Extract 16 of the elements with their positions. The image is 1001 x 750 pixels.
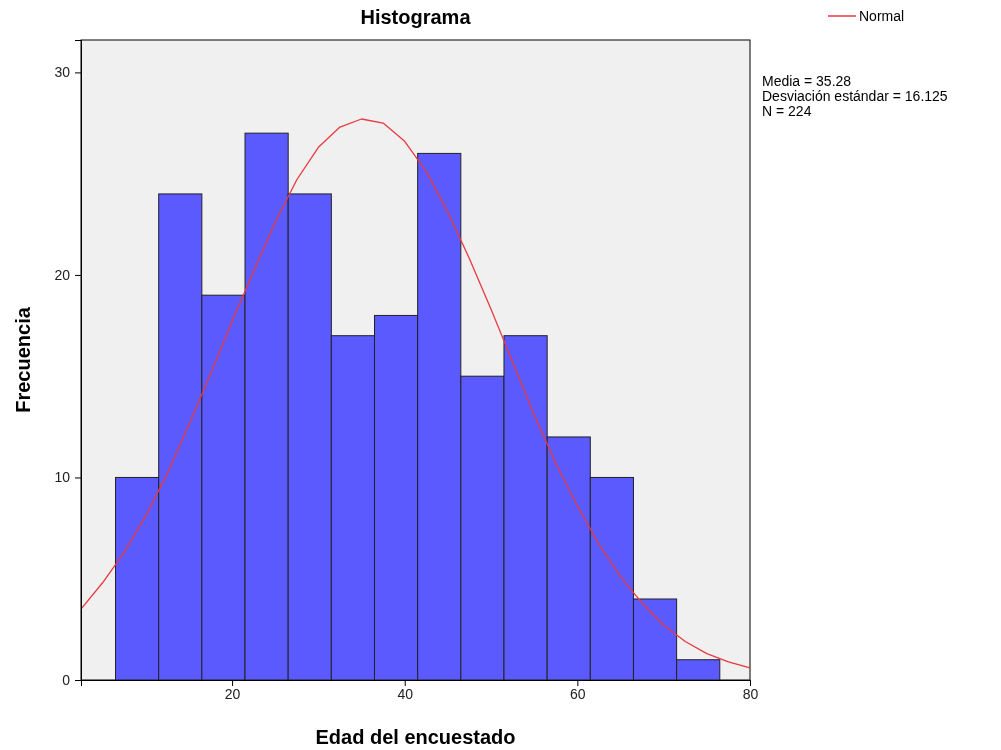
text: N = 224: [762, 103, 812, 119]
x-tick-label: 20: [224, 685, 241, 702]
text: Media = 35.28: [762, 73, 852, 89]
y-tick-label: 20: [54, 266, 71, 283]
x-axis-title: Edad del encuestado: [315, 726, 516, 748]
line-series: [80, 118, 751, 669]
legend-label: Normal: [859, 8, 905, 24]
x-tick-label: 60: [570, 685, 586, 702]
x-tick-label: 80: [742, 685, 759, 702]
x-tick-label: 40: [397, 685, 414, 702]
chart-title: Histograma: [360, 6, 472, 28]
y-tick-label: 0: [62, 671, 71, 688]
y-tick-label: 30: [54, 64, 71, 81]
y-axis-title: Frecuencia: [12, 306, 34, 413]
y-tick-label: 10: [54, 469, 71, 486]
text: Desviación estándar = 16.125: [762, 88, 948, 104]
